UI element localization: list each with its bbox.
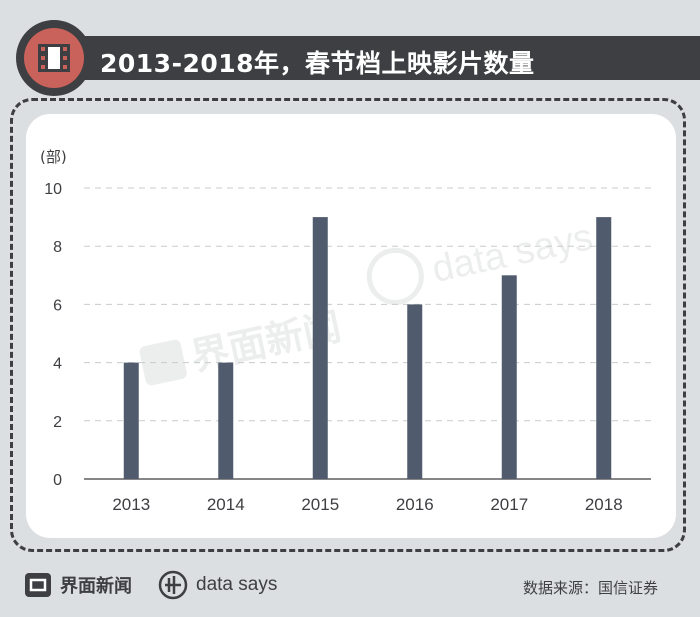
y-tick-label: 2 [53, 414, 62, 431]
y-tick-label: 8 [53, 239, 62, 256]
x-tick-label: 2014 [207, 495, 245, 514]
x-tick-label: 2013 [112, 495, 150, 514]
title-badge-inner [24, 28, 84, 88]
bar-chart: 界面新闻 data says (部) 0 2 4 6 8 10 2013 2014 2015 2… [40, 148, 651, 514]
y-tick-label: 6 [53, 297, 62, 314]
film-strip-icon [38, 44, 70, 72]
footer-logo-text: 界面新闻 [60, 576, 132, 597]
x-tick-label: 2015 [301, 495, 339, 514]
bar-2018 [596, 217, 612, 479]
footer-brand: data says [158, 570, 277, 600]
bar-2017 [501, 275, 517, 479]
dashed-frame [10, 98, 686, 552]
y-tick-label: 0 [53, 472, 62, 489]
chart-card: 界面新闻 data says (部) 0 2 4 6 8 10 2013 2014 2015 2… [26, 114, 676, 538]
bar-2014 [218, 362, 234, 479]
footer-brand-text: data says [196, 574, 278, 595]
y-axis-label: (部) [40, 148, 67, 166]
title-badge [16, 20, 92, 96]
y-tick-label: 10 [44, 181, 62, 198]
x-tick-label: 2016 [396, 495, 434, 514]
footer-logo: 界面新闻 [24, 570, 132, 600]
bar-2015 [312, 217, 328, 479]
x-tick-label: 2017 [490, 495, 528, 514]
data-says-icon [158, 570, 188, 600]
data-says-icon [366, 247, 424, 305]
watermark: 界面新闻 data says [139, 216, 596, 386]
bar-2016 [407, 304, 423, 479]
chart-title: 2013-2018年，春节档上映影片数量 [100, 49, 535, 78]
bar-2013 [123, 362, 139, 479]
x-tick-label: 2018 [585, 495, 623, 514]
data-source: 数据来源：国信证券 [522, 579, 658, 597]
y-tick-label: 4 [53, 356, 62, 373]
jiemian-logo-icon [25, 573, 51, 597]
title-bar [52, 36, 700, 80]
